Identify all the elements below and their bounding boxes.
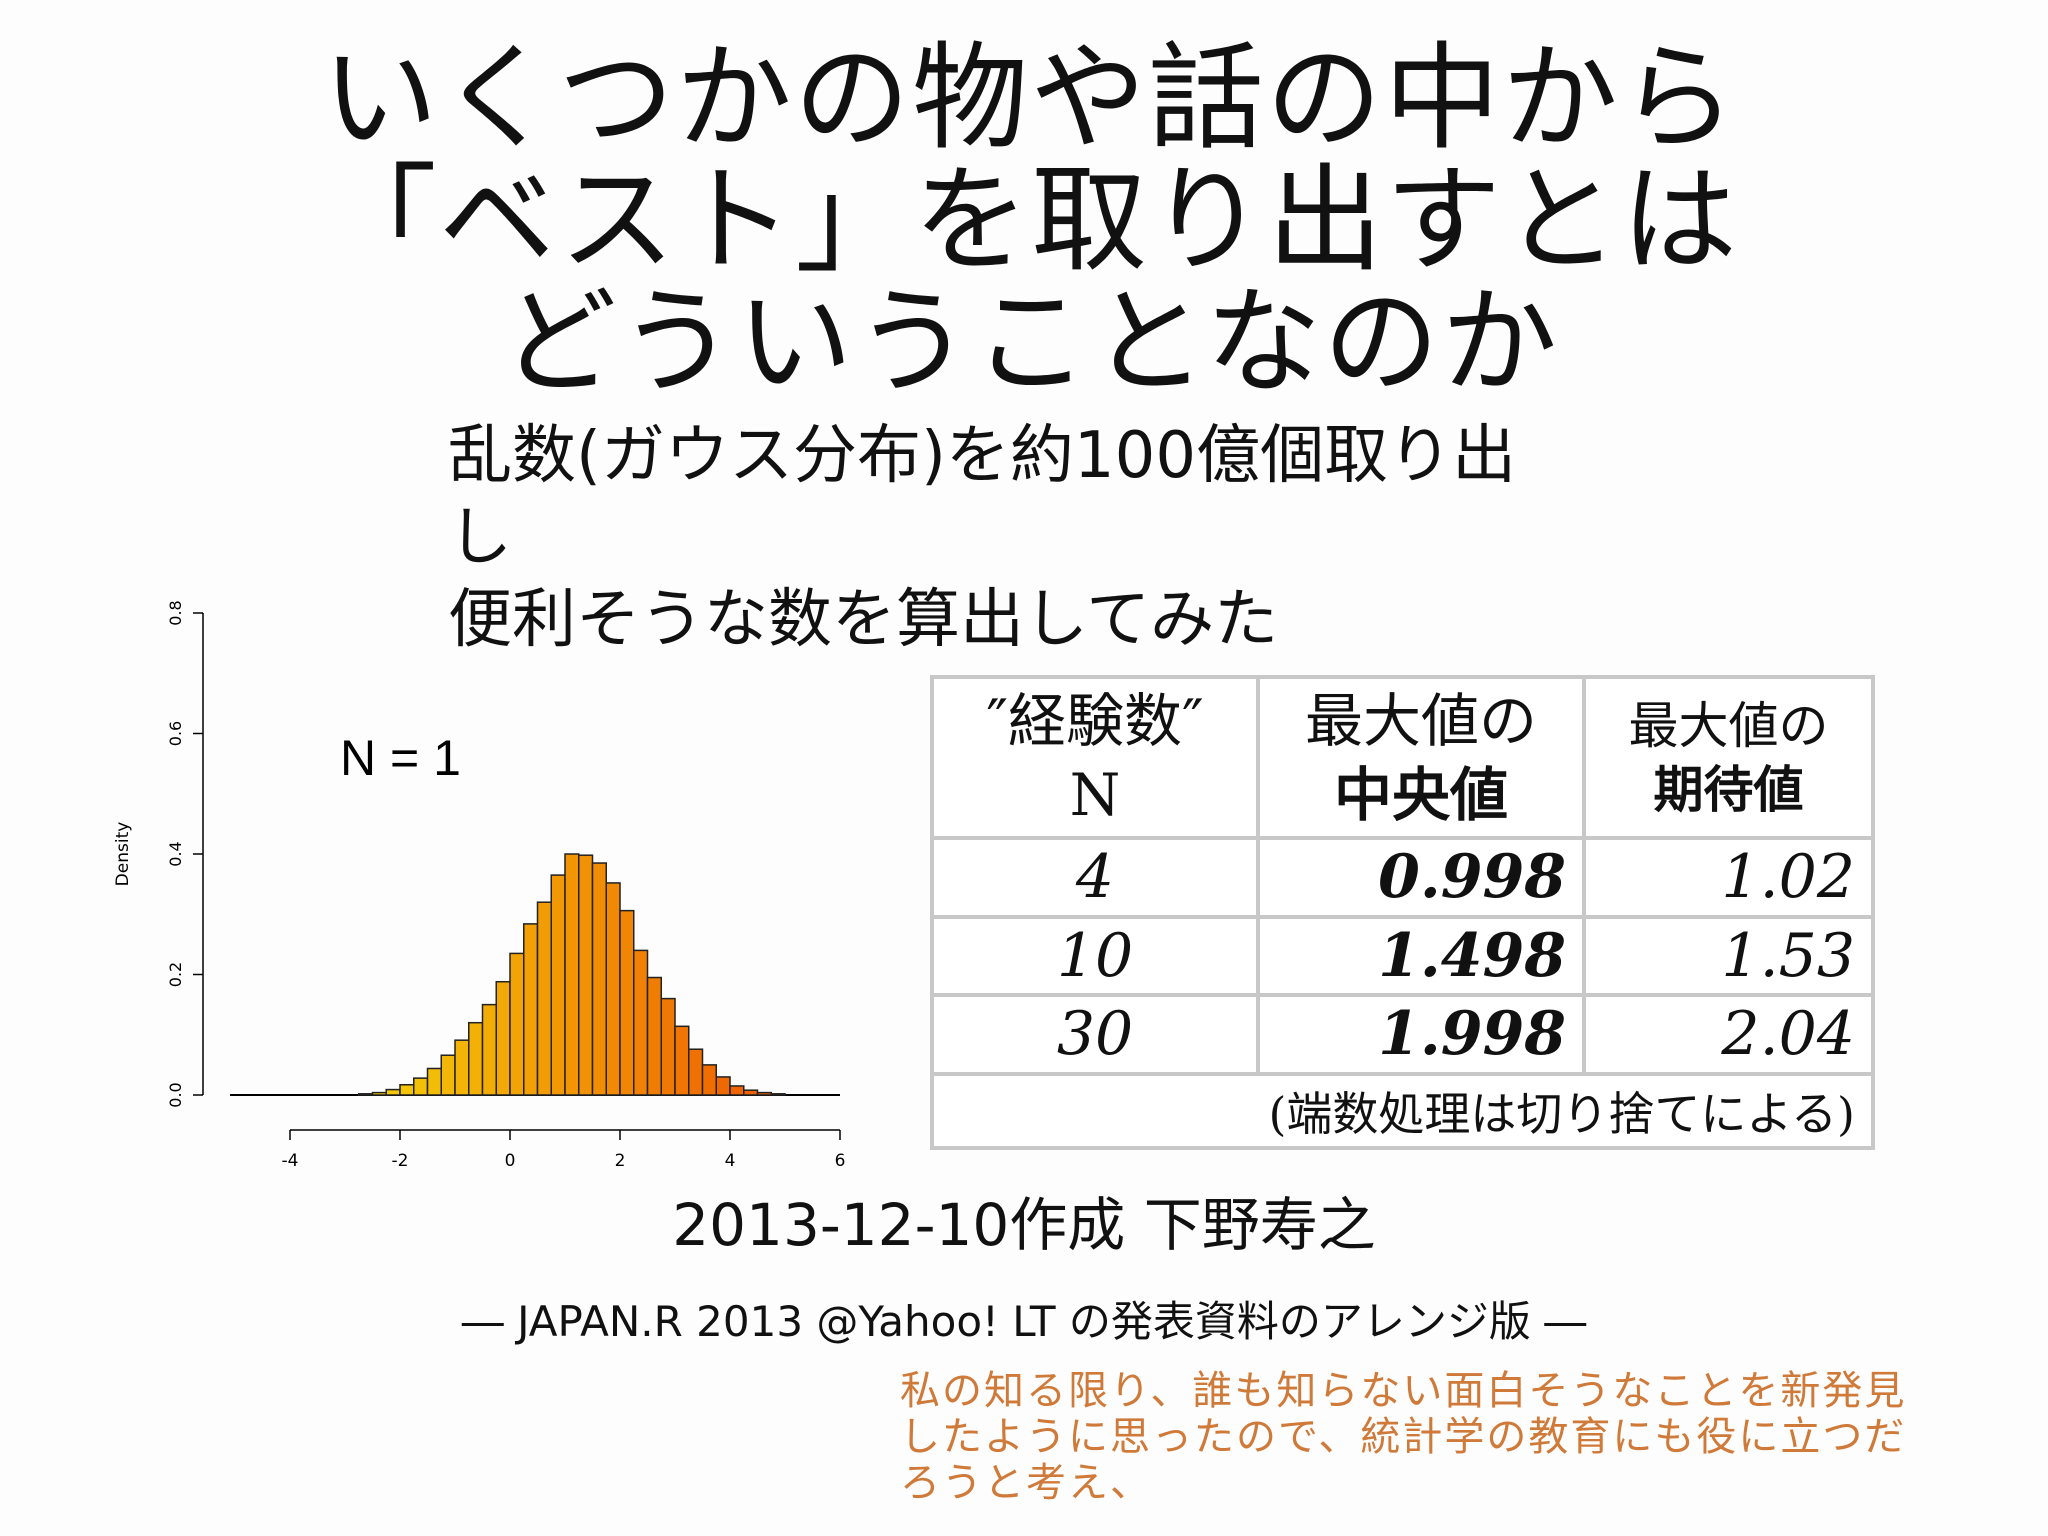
cell-expected: 1.02 xyxy=(1582,836,1875,919)
table-note: (端数処理は切り捨てによる) xyxy=(930,1071,1875,1151)
histogram-bar xyxy=(770,1093,786,1096)
y-tick-label: 0.0 xyxy=(166,1082,185,1107)
cell-median: 1.498 xyxy=(1256,914,1586,998)
comment-line-3: ろうと考え、 xyxy=(900,1460,1152,1506)
x-tick-label: 6 xyxy=(835,1151,846,1171)
y-tick-label: 0.8 xyxy=(166,600,185,625)
cell-n: 10 xyxy=(930,914,1260,998)
source-note: ― JAPAN.R 2013 @Yahoo! LT の発表資料のアレンジ版 ― xyxy=(461,1297,1587,1346)
histogram-bar xyxy=(674,1025,690,1096)
histogram-bar xyxy=(743,1089,759,1096)
histogram-bar xyxy=(619,909,635,1096)
header-n: ″経験数″ N xyxy=(930,674,1260,841)
histogram-bar xyxy=(715,1076,731,1096)
table-row: 30 1.998 2.04 xyxy=(930,993,1875,1076)
subtitle: 乱数(ガウス分布)を約100億個取り出 し 便利そうな数を算出してみた xyxy=(448,415,1578,661)
histogram-bar xyxy=(591,862,607,1096)
y-tick-label: 0.2 xyxy=(166,962,185,987)
title-line-3: どういうことなのか xyxy=(500,275,1560,410)
histogram-bar xyxy=(564,853,580,1096)
x-tick-label: 2 xyxy=(615,1151,626,1171)
header-median-line1: 最大値の xyxy=(1304,686,1537,755)
histogram-bar xyxy=(605,882,621,1096)
comment-text: 私の知る限り、誰も知らない面白そうなことを新発見 したように思ったので、統計学の… xyxy=(900,1368,2010,1506)
histogram-bar xyxy=(454,1039,470,1096)
header-n-line1: ″経験数″ xyxy=(986,686,1204,755)
comment-line-2: したように思ったので、統計学の教育にも役に立つだ xyxy=(900,1414,1907,1460)
table-row: 10 1.498 1.53 xyxy=(930,914,1875,998)
table-header-row: ″経験数″ N 最大値の 中央値 最大値の 期待値 xyxy=(930,674,1875,841)
histogram-bar xyxy=(509,952,525,1096)
histogram-bar xyxy=(550,874,566,1096)
cell-expected: 1.53 xyxy=(1582,914,1875,998)
histogram-bar xyxy=(481,1003,497,1096)
cell-n: 4 xyxy=(930,836,1260,919)
subtitle-line-2: し xyxy=(448,501,512,575)
slide-title: いくつかの物や話の中から 「ベスト」を取り出すとは どういうことなのか xyxy=(200,38,1860,404)
y-tick-label: 0.4 xyxy=(166,841,185,866)
title-line-2: 「ベスト」を取り出すとは xyxy=(320,153,1740,288)
cell-n: 30 xyxy=(930,993,1260,1076)
histogram-bar xyxy=(536,901,552,1096)
histogram-bar xyxy=(358,1093,374,1096)
cell-median: 0.998 xyxy=(1256,836,1586,919)
histogram-bar xyxy=(426,1067,442,1096)
cell-median: 1.998 xyxy=(1256,993,1586,1076)
histogram-bar xyxy=(688,1048,704,1096)
histogram-bar xyxy=(756,1091,772,1096)
histogram-bar xyxy=(440,1054,456,1096)
header-expected-line1: 最大値の xyxy=(1628,696,1829,755)
y-axis-label: Density xyxy=(113,822,133,887)
x-tick-label: 0 xyxy=(505,1151,516,1171)
header-n-line2: N xyxy=(1069,760,1121,829)
table-row: 4 0.998 1.02 xyxy=(930,836,1875,919)
histogram-bar xyxy=(660,997,676,1096)
histogram-bar xyxy=(633,949,649,1096)
histogram-bar xyxy=(399,1084,415,1096)
histogram-bar xyxy=(523,923,539,1096)
x-tick-label: -2 xyxy=(392,1151,409,1171)
histogram-bar xyxy=(578,854,594,1096)
subtitle-line-1: 乱数(ガウス分布)を約100億個取り出 xyxy=(448,419,1517,493)
histogram-bar xyxy=(371,1091,387,1096)
x-tick-label: 4 xyxy=(725,1151,736,1171)
histogram-bar xyxy=(701,1064,717,1096)
histogram-bar xyxy=(385,1088,401,1096)
histogram-bar xyxy=(729,1085,745,1096)
histogram-bar xyxy=(646,976,662,1096)
histogram-bar xyxy=(468,1021,484,1096)
x-tick-label: -4 xyxy=(282,1151,299,1171)
table-note-row: (端数処理は切り捨てによる) xyxy=(930,1071,1875,1151)
histogram-bar xyxy=(413,1077,429,1096)
header-expected-line2: 期待値 xyxy=(1653,760,1804,819)
header-median-line2: 中央値 xyxy=(1333,760,1508,829)
comment-line-1: 私の知る限り、誰も知らない面白そうなことを新発見 xyxy=(900,1368,1907,1414)
title-line-1: いくつかの物や話の中から xyxy=(322,31,1738,166)
results-table: ″経験数″ N 最大値の 中央値 最大値の 期待値 4 0.998 1.02 1… xyxy=(930,674,1875,1151)
subtitle-line-3: 便利そうな数を算出してみた xyxy=(448,583,1279,657)
chart-title: N = 1 xyxy=(340,730,461,786)
header-expected: 最大値の 期待値 xyxy=(1582,674,1875,841)
histogram-bar xyxy=(495,980,511,1096)
date-author: 2013-12-10作成 下野寿之 xyxy=(672,1191,1376,1259)
histogram-chart: 0.0 0.2 0.4 0.6 0.8 Density -4 -2 0 2 4 6 N = 1 xyxy=(113,600,846,1171)
y-tick-label: 0.6 xyxy=(166,721,185,746)
cell-expected: 2.04 xyxy=(1582,993,1875,1076)
header-median: 最大値の 中央値 xyxy=(1256,674,1586,841)
